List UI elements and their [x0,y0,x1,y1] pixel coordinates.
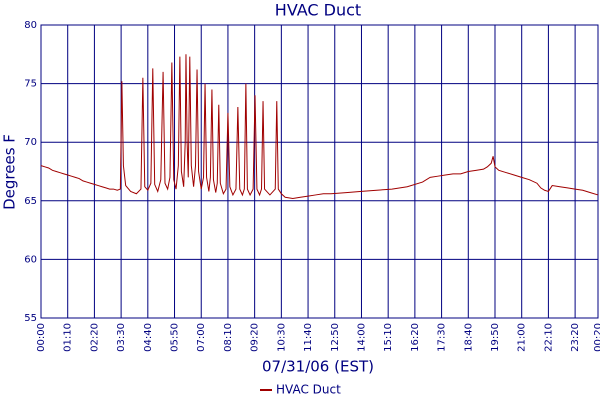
x-tick-label: 19:50 [490,323,501,352]
chart-title: HVAC Duct [275,1,361,20]
plot-border [40,24,599,319]
y-tick-label: 65 [24,196,37,207]
x-tick-label: 01:10 [63,323,74,352]
x-tick-label: 11:40 [303,323,314,352]
x-tick-label: 00:20 [593,323,600,352]
x-tick-label: 21:00 [517,323,528,352]
x-tick-label: 02:20 [89,323,100,352]
x-tick-label: 03:30 [116,323,127,352]
x-tick-label: 18:40 [463,323,474,352]
y-tick-label: 60 [24,254,37,265]
x-tick-label: 04:40 [143,323,154,352]
x-tick-label: 09:20 [250,323,261,352]
x-tick-label: 08:10 [223,323,234,352]
legend-label: HVAC Duct [276,383,341,397]
y-tick-label: 80 [24,20,37,31]
x-tick-label: 23:20 [570,323,581,352]
x-tick-label: 17:30 [437,323,448,352]
x-tick-label: 16:20 [410,323,421,352]
y-tick-label: 70 [24,137,37,148]
x-tick-label: 05:50 [170,323,181,352]
x-tick-label: 14:00 [356,323,367,352]
y-axis-label: Degrees F [1,134,19,210]
x-tick-label: 12:50 [330,323,341,352]
x-tick-label: 10:30 [276,323,287,352]
data-line [40,54,599,199]
x-tick-label: 07:00 [196,323,207,352]
x-tick-label: 00:00 [36,323,47,352]
x-axis-label: 07/31/06 (EST) [262,358,374,376]
x-tick-label: 22:10 [543,323,554,352]
x-tick-label: 15:10 [383,323,394,352]
y-tick-label: 75 [24,79,37,90]
y-tick-label: 55 [24,313,37,324]
